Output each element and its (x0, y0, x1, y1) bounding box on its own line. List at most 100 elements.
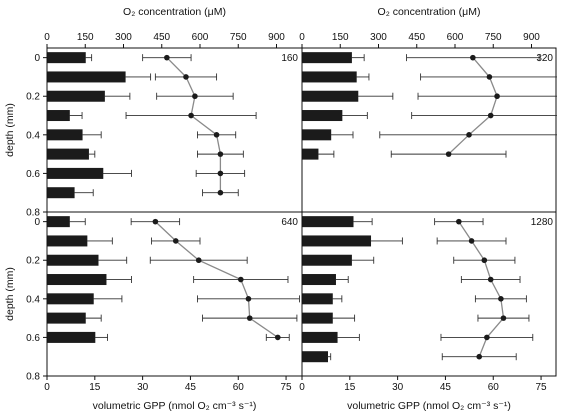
gpp-bar (47, 52, 86, 64)
gpp-bar (47, 187, 75, 199)
gpp-bar (47, 312, 86, 324)
o2-point (164, 54, 170, 61)
o2-point (486, 74, 493, 80)
gpp-bar (47, 148, 89, 160)
top-tick-label: 450 (153, 32, 170, 43)
top-tick-label: 150 (332, 32, 349, 43)
o2-profile-line (448, 57, 498, 155)
gpp-bar (47, 331, 96, 343)
bottom-tick-label: 75 (536, 382, 548, 393)
o2-point (487, 276, 494, 283)
o2-point (152, 218, 159, 225)
o2-point (494, 93, 500, 100)
gpp-bar (47, 90, 105, 102)
o2-point (246, 315, 253, 321)
depth-tick-label: 0.2 (26, 256, 40, 267)
bottom-tick-label: 60 (488, 382, 500, 393)
top-tick-label: 150 (77, 32, 94, 43)
top-tick-label: 0 (299, 32, 305, 43)
top-tick-label: 900 (523, 32, 540, 43)
depth-tick-label: 0.2 (26, 92, 40, 103)
o2-point (188, 112, 194, 119)
gpp-bar (302, 71, 357, 83)
gpp-bar (47, 129, 83, 141)
depth-tick-label: 0.4 (26, 294, 40, 305)
bottom-tick-label: 15 (344, 382, 356, 393)
top-tick-label: 300 (370, 32, 387, 43)
o2-point (476, 353, 483, 360)
bottom-tick-label: 15 (89, 382, 101, 393)
o2-profile-line (458, 221, 505, 357)
o2-point (466, 132, 472, 138)
top-tick-label: 450 (408, 32, 425, 43)
o2-point (481, 257, 488, 264)
top-tick-label: 750 (485, 32, 502, 43)
depth-tick-label: 0.6 (26, 169, 40, 180)
gpp-bar (302, 235, 372, 247)
gpp-bar (47, 274, 107, 286)
bottom-tick-label: 75 (281, 382, 293, 393)
panel-label: 320 (536, 53, 553, 64)
o2-point (274, 334, 281, 341)
depth-tick-label: 0.8 (26, 372, 40, 383)
gpp-bar (302, 351, 328, 363)
panel-label: 1280 (531, 217, 554, 228)
depth-tick-label: 0.8 (26, 208, 40, 219)
o2-point (445, 151, 452, 157)
panel-label: 160 (281, 53, 298, 64)
top-axis-title-left: O₂ concentration (μM) (123, 6, 226, 18)
gpp-bar (47, 167, 104, 179)
gpp-bar (302, 274, 336, 286)
bottom-tick-label: 0 (44, 382, 50, 393)
gpp-bar (302, 293, 333, 305)
o2-point (470, 54, 476, 61)
top-tick-label: 0 (44, 32, 50, 43)
bottom-tick-label: 0 (299, 382, 305, 393)
o2-point (484, 334, 490, 341)
o2-point (238, 276, 244, 283)
depth-tick-label: 0 (34, 217, 40, 228)
o2-point (498, 296, 504, 302)
panel-label: 640 (281, 217, 298, 228)
o2-point (217, 170, 224, 177)
o2-point (245, 296, 252, 302)
o2-point (195, 257, 202, 264)
bottom-tick-label: 30 (392, 382, 404, 393)
gpp-bar (47, 71, 126, 83)
depth-tick-label: 0.4 (26, 130, 40, 141)
gpp-bar (302, 312, 333, 324)
o2-point (468, 238, 475, 244)
o2-profile-line (166, 57, 222, 193)
o2-point (172, 238, 179, 244)
depth-axis-title-top: depth (mm) (4, 103, 16, 157)
gpp-bar (47, 293, 94, 305)
bottom-tick-label: 30 (137, 382, 149, 393)
gpp-bar (302, 129, 332, 141)
o2-point (192, 93, 198, 100)
depth-tick-label: 0 (34, 53, 40, 64)
gpp-bar (47, 216, 70, 228)
o2-point (456, 218, 462, 225)
gpp-bar (47, 235, 88, 247)
top-tick-label: 600 (447, 32, 464, 43)
bottom-tick-label: 45 (185, 382, 197, 393)
o2-point (213, 132, 220, 138)
gpp-bar (302, 52, 352, 64)
bottom-axis-title-left: volumetric GPP (nmol O₂ cm⁻³ s⁻¹) (93, 400, 257, 412)
depth-axis-title-bottom: depth (mm) (4, 267, 16, 321)
top-tick-label: 750 (230, 32, 247, 43)
top-tick-label: 600 (192, 32, 209, 43)
bottom-tick-label: 45 (440, 382, 452, 393)
bottom-axis-title-right: volumetric GPP (nmol O₂ cm⁻³ s⁻¹) (347, 400, 511, 412)
gpp-bar (302, 254, 352, 266)
top-tick-label: 300 (115, 32, 132, 43)
o2-point (487, 112, 494, 119)
depth-tick-label: 0.6 (26, 333, 40, 344)
o2-point (500, 315, 507, 321)
gpp-bar (302, 90, 359, 102)
gpp-bar (302, 110, 343, 122)
o2-point (217, 189, 224, 196)
gpp-bar (302, 331, 338, 343)
